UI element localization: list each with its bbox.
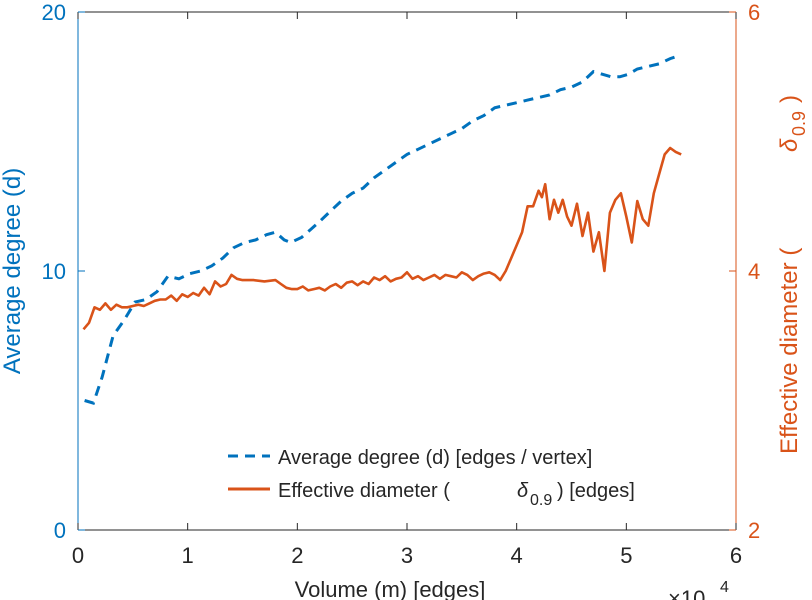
right-y-tick-label: 4 bbox=[748, 259, 760, 284]
x-tick-label: 0 bbox=[72, 543, 84, 568]
x-exponent-power: 4 bbox=[720, 579, 729, 596]
x-tick-label: 2 bbox=[291, 543, 303, 568]
right-y-tick-label: 2 bbox=[748, 518, 760, 543]
legend-label-effective-diameter-tail: ) [edges] bbox=[557, 480, 635, 502]
right-y-axis-label-sub: 0.9 bbox=[789, 111, 809, 136]
legend: Average degree (d) [edges / vertex] Effe… bbox=[228, 447, 635, 509]
right-y-axis-label-close: ) bbox=[776, 95, 803, 103]
x-tick-label: 3 bbox=[401, 543, 413, 568]
right-y-axis-label-text: Effective diameter ( bbox=[776, 248, 803, 454]
left-y-axis-label: Average degree (d) bbox=[0, 168, 26, 374]
legend-label-delta-symbol: δ bbox=[517, 480, 529, 502]
legend-label-effective-diameter: Effective diameter ( bbox=[278, 480, 450, 502]
right-y-axis-label-symbol: δ bbox=[776, 138, 803, 152]
left-y-ticks: 0 10 20 bbox=[42, 0, 85, 543]
left-y-tick-label: 10 bbox=[42, 259, 66, 284]
x-tick-label: 6 bbox=[730, 543, 742, 568]
average-degree-line bbox=[84, 54, 679, 405]
x-ticks: 0 1 2 3 4 5 6 bbox=[72, 12, 742, 568]
x-axis-label: Volume (m) [edges] bbox=[295, 577, 486, 600]
left-y-tick-label: 0 bbox=[54, 518, 66, 543]
right-y-axis-label: Effective diameter ( δ 0.9 ) bbox=[776, 95, 809, 454]
x-tick-label: 5 bbox=[620, 543, 632, 568]
right-y-tick-label: 6 bbox=[748, 0, 760, 25]
effective-diameter-line bbox=[82, 146, 682, 331]
x-tick-label: 1 bbox=[182, 543, 194, 568]
right-y-ticks: 2 4 6 bbox=[729, 0, 760, 543]
legend-label-delta-sub: 0.9 bbox=[530, 492, 552, 509]
legend-label-average-degree: Average degree (d) [edges / vertex] bbox=[278, 447, 592, 469]
left-y-tick-label: 20 bbox=[42, 0, 66, 25]
x-exponent: ×10 4 bbox=[668, 579, 729, 600]
x-tick-label: 4 bbox=[511, 543, 523, 568]
x-exponent-base: ×10 bbox=[668, 586, 705, 600]
